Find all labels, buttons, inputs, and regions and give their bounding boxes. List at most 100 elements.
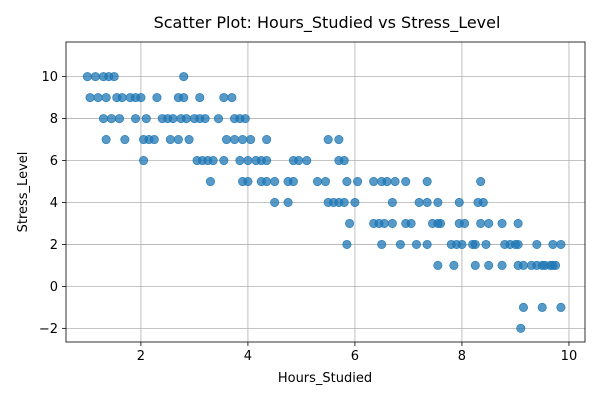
data-point bbox=[106, 114, 116, 124]
y-tick-label: 8 bbox=[50, 112, 58, 127]
chart-title: Scatter Plot: Hours_Studied vs Stress_Le… bbox=[154, 13, 501, 33]
x-axis-label: Hours_Studied bbox=[278, 371, 372, 386]
data-point bbox=[387, 218, 397, 228]
data-point bbox=[101, 135, 111, 145]
data-point bbox=[353, 177, 363, 187]
data-point bbox=[270, 177, 280, 187]
x-tick-label: 2 bbox=[137, 349, 145, 364]
data-point bbox=[222, 135, 232, 145]
plot-frame bbox=[65, 41, 586, 343]
data-point bbox=[484, 260, 494, 270]
data-point bbox=[387, 197, 397, 207]
data-point bbox=[497, 218, 507, 228]
data-point bbox=[422, 197, 432, 207]
data-point bbox=[470, 239, 480, 249]
data-point bbox=[532, 239, 542, 249]
data-point bbox=[460, 218, 470, 228]
y-tick-label: 6 bbox=[50, 154, 58, 169]
data-point bbox=[219, 93, 229, 103]
data-point bbox=[449, 260, 459, 270]
data-point bbox=[93, 93, 103, 103]
data-point bbox=[548, 239, 558, 249]
data-point bbox=[379, 218, 389, 228]
data-point bbox=[179, 72, 189, 82]
data-point bbox=[219, 156, 229, 166]
data-point bbox=[200, 114, 210, 124]
data-point bbox=[395, 239, 405, 249]
data-point bbox=[513, 218, 523, 228]
data-point bbox=[551, 260, 561, 270]
data-point bbox=[302, 156, 312, 166]
y-tick-label: 0 bbox=[50, 280, 58, 295]
data-point bbox=[406, 218, 416, 228]
data-point bbox=[323, 135, 333, 145]
data-point bbox=[149, 135, 159, 145]
data-point bbox=[411, 239, 421, 249]
x-tick-label: 10 bbox=[561, 349, 578, 364]
data-point bbox=[115, 114, 125, 124]
data-point bbox=[518, 302, 528, 312]
data-point bbox=[484, 218, 494, 228]
x-tick-label: 6 bbox=[351, 349, 359, 364]
data-point bbox=[262, 156, 272, 166]
data-point bbox=[422, 239, 432, 249]
data-point bbox=[556, 239, 566, 249]
data-point bbox=[262, 135, 272, 145]
data-point bbox=[312, 177, 322, 187]
data-point bbox=[294, 156, 304, 166]
data-point bbox=[117, 93, 127, 103]
data-point bbox=[422, 177, 432, 187]
data-point bbox=[90, 72, 100, 82]
data-point bbox=[433, 260, 443, 270]
data-point bbox=[288, 177, 298, 187]
data-points bbox=[82, 72, 566, 333]
data-point bbox=[283, 197, 293, 207]
data-point bbox=[213, 114, 223, 124]
data-point bbox=[457, 239, 467, 249]
data-point bbox=[320, 177, 330, 187]
data-point bbox=[101, 93, 111, 103]
data-point bbox=[173, 135, 183, 145]
data-point bbox=[98, 114, 108, 124]
data-point bbox=[230, 135, 240, 145]
data-point bbox=[243, 177, 253, 187]
data-point bbox=[165, 135, 175, 145]
y-tick-label: −2 bbox=[39, 322, 58, 337]
data-point bbox=[390, 177, 400, 187]
data-point bbox=[382, 177, 392, 187]
data-point bbox=[240, 114, 250, 124]
data-point bbox=[141, 114, 151, 124]
data-point bbox=[339, 156, 349, 166]
y-tick-label: 2 bbox=[50, 238, 58, 253]
data-point bbox=[152, 93, 162, 103]
data-point bbox=[454, 197, 464, 207]
data-point bbox=[342, 177, 352, 187]
data-point bbox=[131, 114, 141, 124]
data-point bbox=[369, 177, 379, 187]
data-point bbox=[205, 177, 215, 187]
data-point bbox=[270, 197, 280, 207]
data-point bbox=[513, 239, 523, 249]
x-tick-label: 4 bbox=[244, 349, 252, 364]
data-point bbox=[85, 93, 95, 103]
data-point bbox=[342, 239, 352, 249]
axes: 2 4 6 8 10 −2 0 2 4 6 8 10 bbox=[39, 41, 586, 364]
data-point bbox=[82, 72, 92, 82]
data-point bbox=[537, 302, 547, 312]
data-point bbox=[481, 239, 491, 249]
data-point bbox=[181, 114, 191, 124]
data-point bbox=[556, 302, 566, 312]
data-point bbox=[470, 260, 480, 270]
data-point bbox=[436, 218, 446, 228]
data-point bbox=[350, 197, 360, 207]
data-point bbox=[334, 135, 344, 145]
data-point bbox=[414, 197, 424, 207]
y-tick-label: 4 bbox=[50, 196, 58, 211]
data-point bbox=[184, 135, 194, 145]
data-point bbox=[339, 197, 349, 207]
data-point bbox=[433, 197, 443, 207]
data-point bbox=[262, 177, 272, 187]
data-point bbox=[109, 72, 119, 82]
